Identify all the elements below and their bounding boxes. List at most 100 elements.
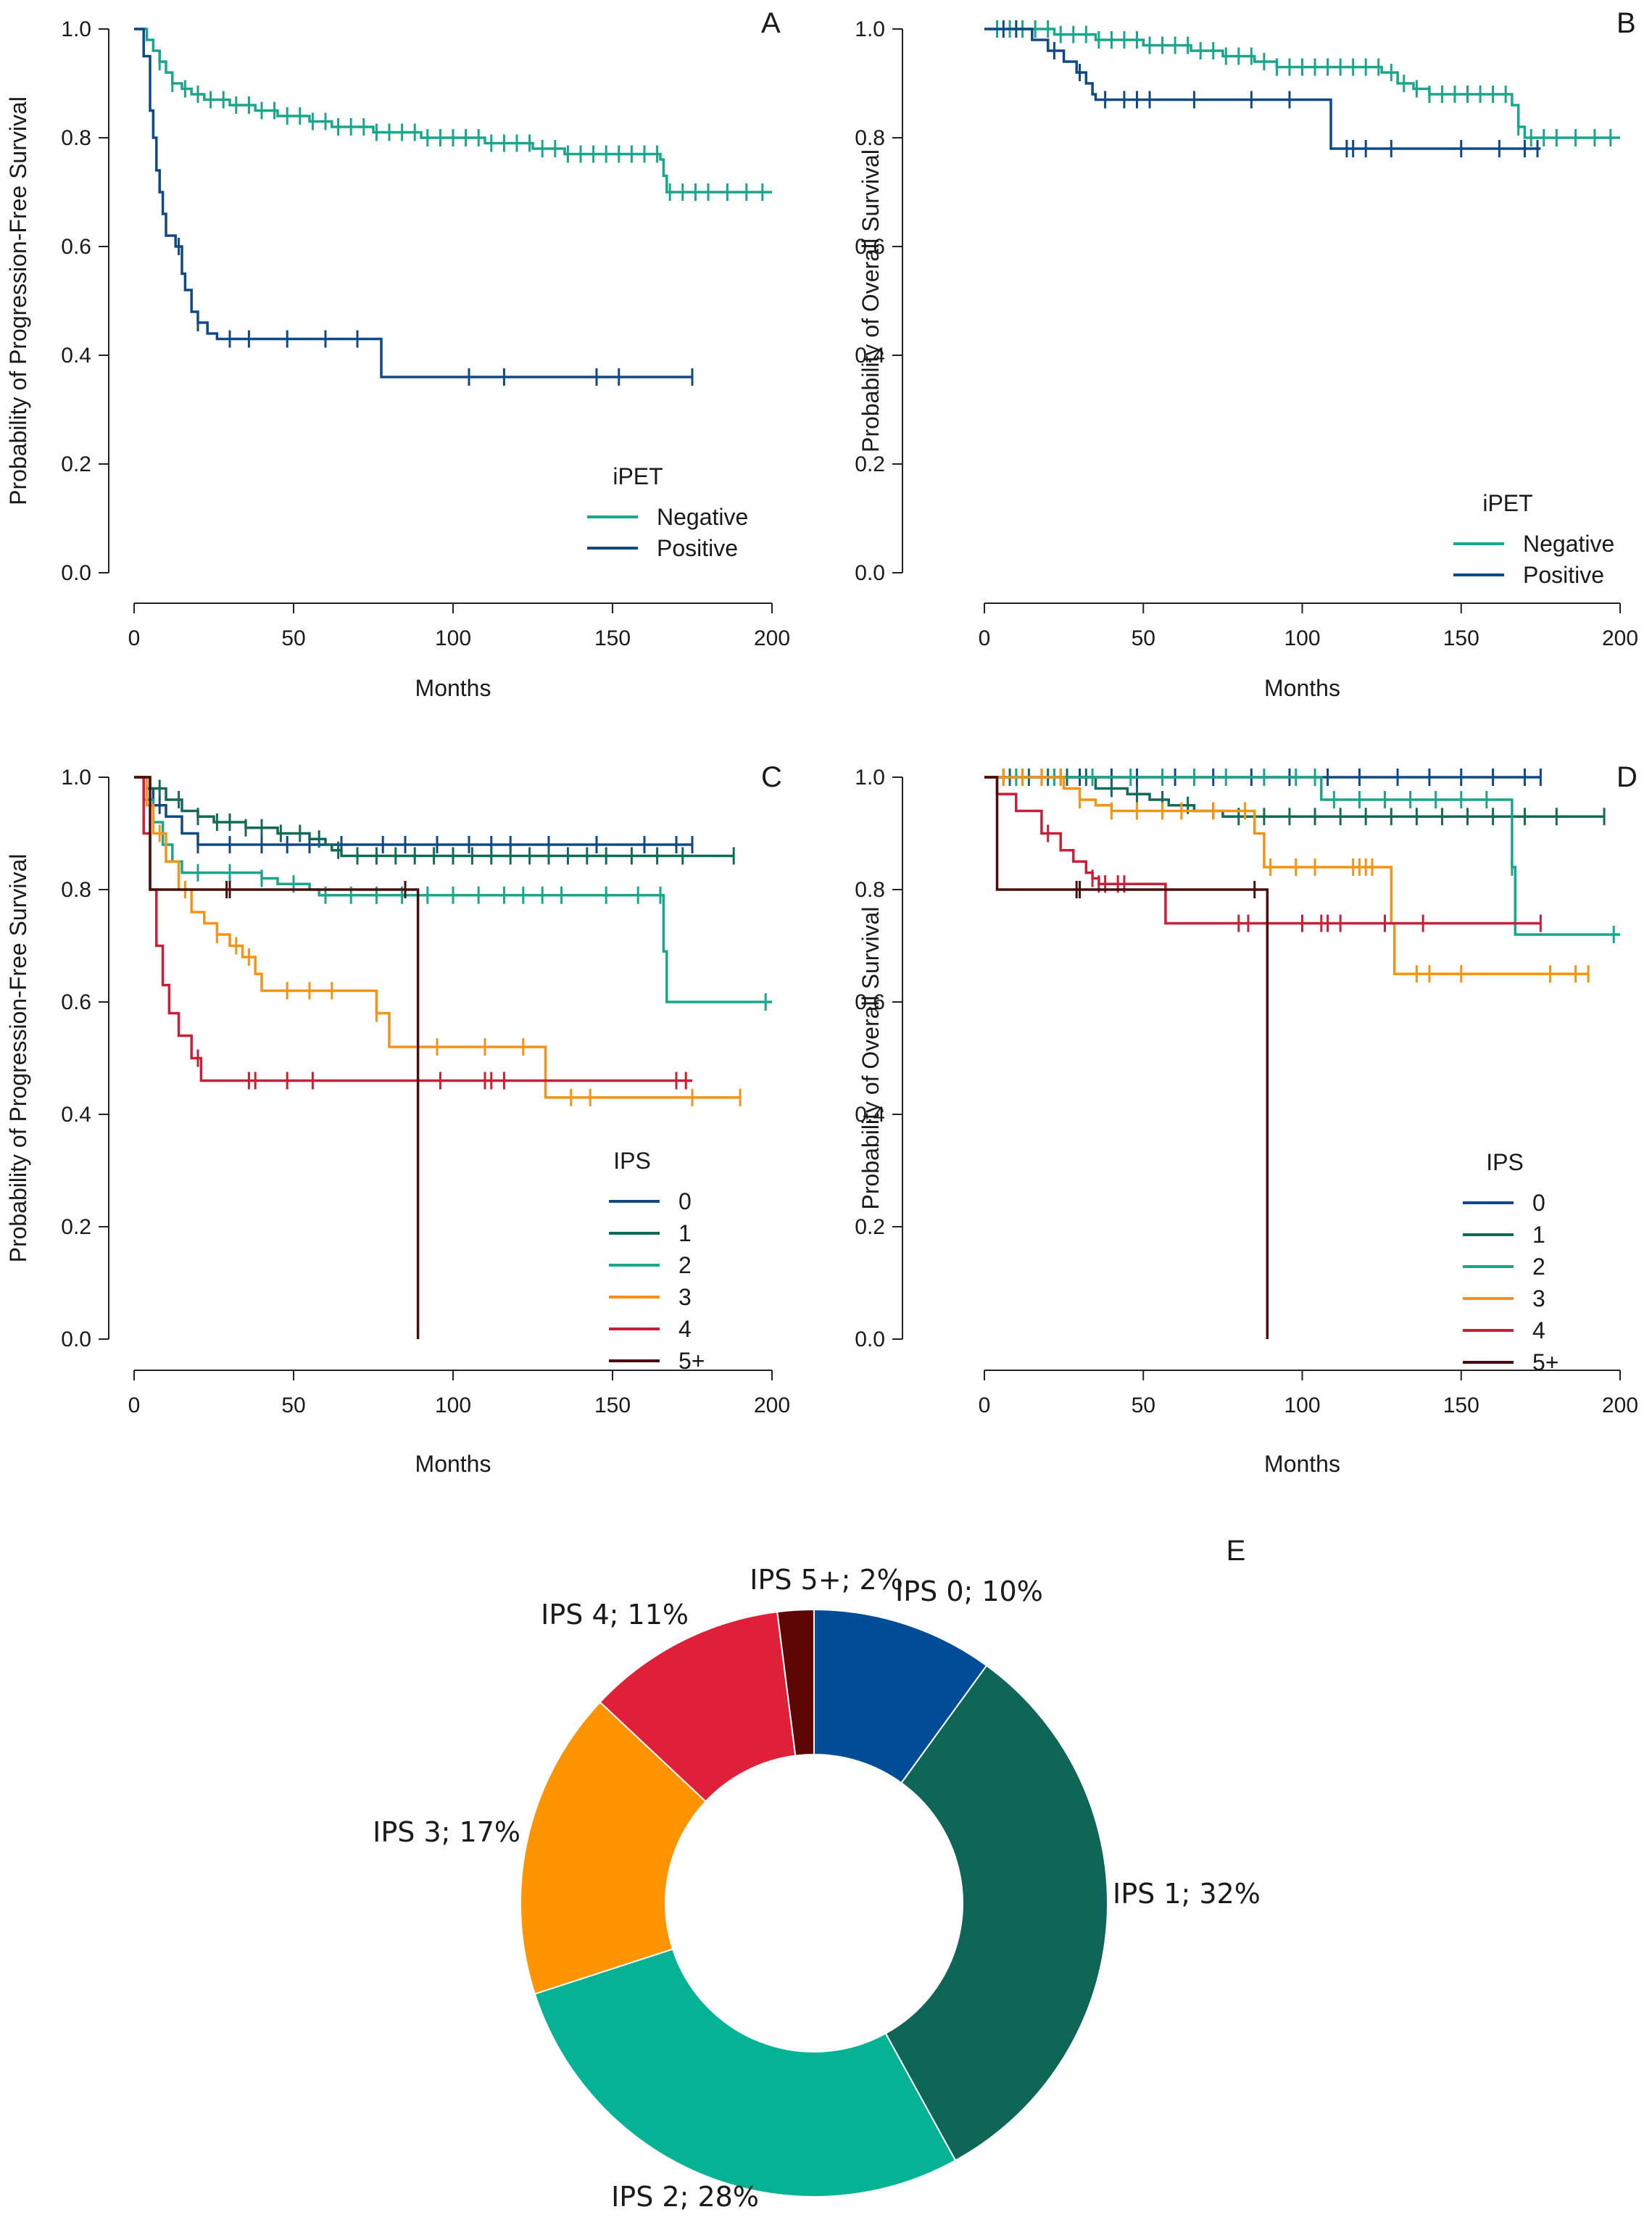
x-tick-label: 50: [281, 626, 305, 650]
y-tick-label: 0.8: [855, 878, 885, 902]
y-tick-label: 0.8: [855, 126, 885, 150]
donut-label-ips-5: IPS 5+; 2%: [750, 1564, 903, 1596]
legend-title: iPET: [1482, 490, 1532, 516]
x-axis-title: Months: [1264, 1451, 1340, 1477]
y-tick-label: 0.2: [61, 452, 91, 476]
km-panel-a: 0 50 100 150 200 0.0 0.2 0.4 0.6 0.8 1.0 Months Prob…: [5, 17, 790, 701]
legend: iPET Negative Positive: [1453, 490, 1614, 588]
legend: IPS 0 1 2 3 4 5+: [1463, 1149, 1558, 1375]
y-tick-label: 0.2: [855, 1215, 885, 1239]
legend-label-positive: Positive: [657, 535, 738, 561]
y-tick-label: 0.0: [61, 1328, 91, 1351]
x-tick-label: 150: [1443, 626, 1479, 650]
legend-label-3: 3: [678, 1284, 692, 1310]
y-axis-title: Probability of Progression-Free Survival: [5, 96, 31, 505]
x-tick-label: 150: [594, 1393, 631, 1417]
legend-label-0: 0: [1532, 1190, 1545, 1216]
donut-label-ips-3: IPS 3; 17%: [373, 1816, 520, 1848]
km-curve-5plus: [984, 776, 1269, 1339]
y-tick-label: 0.6: [61, 990, 91, 1014]
donut-label-ips-4: IPS 4; 11%: [541, 1599, 689, 1631]
donut-slice-ips-1: [884, 1664, 1108, 2162]
y-tick-label: 0.8: [61, 878, 91, 902]
legend-title: IPS: [613, 1148, 651, 1174]
legend-label-positive: Positive: [1523, 562, 1604, 588]
x-tick-label: 150: [1443, 1393, 1479, 1417]
y-axis-title: Probability of Progression-Free Survival: [5, 854, 31, 1263]
legend-label-5plus: 5+: [1532, 1349, 1558, 1375]
legend-title: iPET: [613, 463, 663, 489]
x-tick-label: 100: [435, 626, 471, 650]
y-tick-label: 1.0: [855, 766, 885, 790]
legend-label-4: 4: [1532, 1317, 1545, 1343]
y-tick-label: 0.6: [855, 235, 885, 259]
km-curve-2: [984, 776, 1620, 936]
x-tick-label: 50: [1132, 626, 1155, 650]
donut-label-ips-2: IPS 2; 28%: [611, 2181, 759, 2213]
donut-chart: E IPS 0; 10% IPS 1; 32% IPS 2; 28% IPS 3; 17…: [373, 1535, 1261, 2213]
y-tick-label: 0.2: [855, 452, 885, 476]
y-axis-title: Probability of Overall Survival: [858, 149, 884, 452]
y-tick-label: 0.6: [855, 990, 885, 1014]
x-tick-label: 200: [1602, 626, 1638, 650]
legend: IPS 0 1 2 3 4 5+: [609, 1148, 705, 1374]
x-axis-title: Months: [415, 1451, 491, 1477]
legend-label-negative: Negative: [1523, 531, 1614, 557]
panel-label-c: C: [761, 761, 782, 793]
x-tick-label: 150: [594, 626, 631, 650]
donut-slice-ips-2: [534, 1948, 957, 2198]
donut-label-ips-0: IPS 0; 10%: [895, 1575, 1043, 1607]
panel-label-d: D: [1616, 761, 1638, 793]
x-tick-label: 100: [1284, 626, 1320, 650]
y-tick-label: 0.8: [61, 126, 91, 150]
y-tick-label: 0.0: [61, 561, 91, 585]
donut-slice-ips-3: [520, 1701, 707, 1995]
panel-label-e: E: [1226, 1535, 1246, 1567]
km-curve-3: [984, 776, 1589, 976]
legend-label-2: 2: [678, 1252, 692, 1278]
x-tick-label: 100: [1284, 1393, 1320, 1417]
km-curve-negative: [984, 28, 1620, 139]
x-tick-label: 50: [1132, 1393, 1155, 1417]
y-tick-label: 0.6: [61, 235, 91, 259]
y-tick-label: 0.2: [61, 1215, 91, 1239]
km-curve-4: [984, 776, 1541, 925]
y-tick-label: 0.4: [61, 1103, 91, 1127]
km-curve-positive: [134, 28, 692, 378]
legend-label-3: 3: [1532, 1285, 1545, 1312]
km-curve-5plus: [134, 776, 420, 1339]
panel-label-b: B: [1616, 7, 1636, 39]
x-tick-label: 0: [128, 1393, 141, 1417]
y-tick-label: 1.0: [61, 17, 91, 41]
x-tick-label: 0: [979, 1393, 991, 1417]
km-curve-3: [134, 776, 740, 1099]
y-tick-label: 0.4: [61, 344, 91, 368]
km-panel-c: 0 50 100 150 200 0.0 0.2 0.4 0.6 0.8 1.0 Months Prob…: [5, 766, 790, 1477]
x-tick-label: 0: [979, 626, 991, 650]
donut-slice-ips-0: [813, 1608, 988, 1784]
x-tick-label: 0: [128, 626, 141, 650]
x-axis-title: Months: [1264, 675, 1340, 701]
y-axis-title: Probability of Overall Survival: [858, 907, 884, 1210]
donut-label-ips-1: IPS 1; 32%: [1113, 1878, 1261, 1910]
y-tick-label: 1.0: [855, 17, 885, 41]
x-tick-label: 100: [435, 1393, 471, 1417]
legend-title: IPS: [1486, 1149, 1524, 1175]
km-panel-d: 0 50 100 150 200 0.0 0.2 0.4 0.6 0.8 1.0 Months Prob…: [855, 766, 1638, 1477]
x-tick-label: 50: [281, 1393, 305, 1417]
legend-label-2: 2: [1532, 1254, 1545, 1280]
panel-label-a: A: [761, 7, 781, 39]
km-panel-b: 0 50 100 150 200 0.0 0.2 0.4 0.6 0.8 1.0 Months Prob…: [855, 17, 1638, 701]
y-tick-label: 0.4: [855, 1103, 885, 1127]
y-tick-label: 0.0: [855, 561, 885, 585]
legend-label-negative: Negative: [657, 504, 748, 530]
legend-label-5plus: 5+: [678, 1348, 705, 1374]
x-tick-label: 200: [1602, 1393, 1638, 1417]
donut-slice-ips-4: [599, 1611, 797, 1803]
legend-label-1: 1: [678, 1220, 692, 1246]
x-axis-title: Months: [415, 675, 491, 701]
km-curve-negative: [134, 28, 772, 194]
y-tick-label: 1.0: [61, 766, 91, 790]
donut-slice-ips-5: [776, 1608, 815, 1757]
